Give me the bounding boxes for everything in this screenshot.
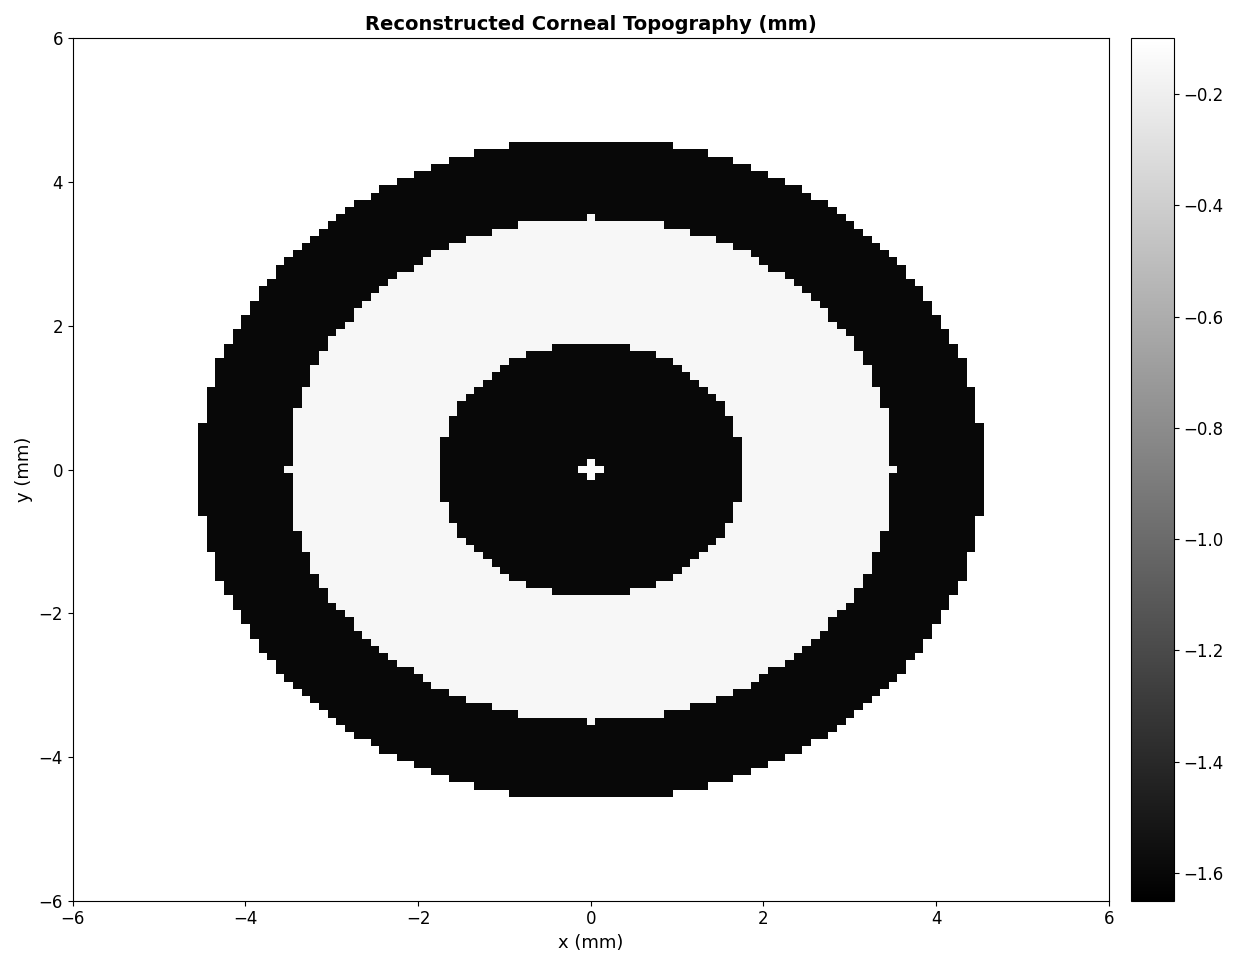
Y-axis label: y (mm): y (mm) bbox=[15, 437, 33, 502]
X-axis label: x (mm): x (mm) bbox=[558, 934, 624, 952]
Title: Reconstructed Corneal Topography (mm): Reconstructed Corneal Topography (mm) bbox=[365, 15, 817, 34]
